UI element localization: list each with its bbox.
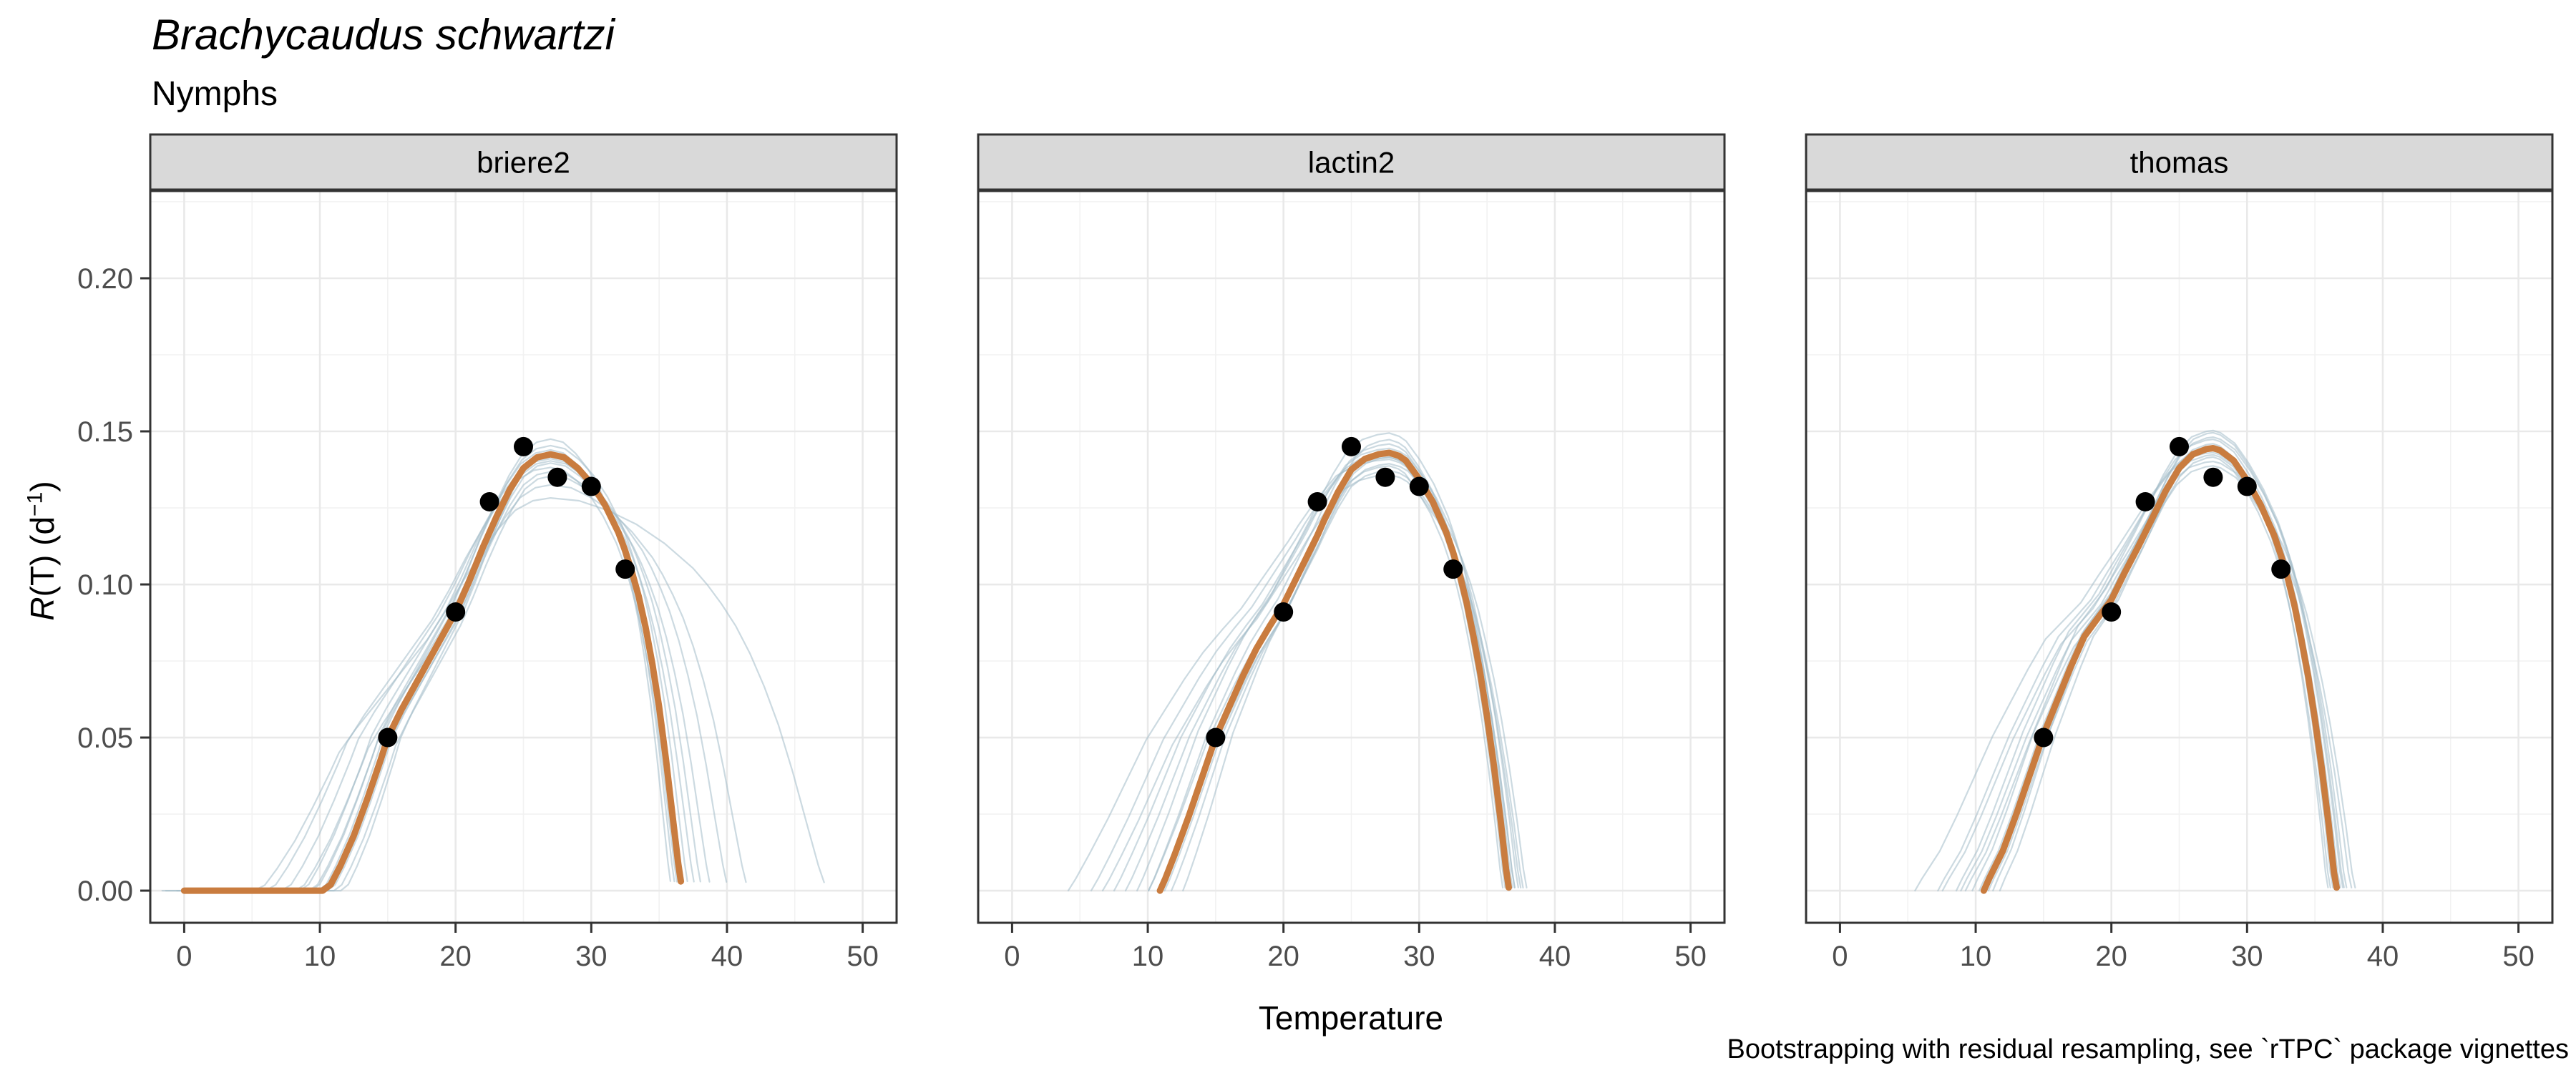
data-point [2034,727,2054,748]
facet-strip-label: thomas [2130,146,2229,180]
data-point [547,467,567,487]
y-tick-label: 0.20 [77,263,133,295]
y-tick-label: 0.10 [77,569,133,601]
y-axis-label-part: (T) (d [24,516,61,597]
bootstrap-curve [1163,463,1528,892]
data-point [1274,602,1294,622]
bootstrap-curve [1182,438,1508,892]
data-point [446,602,466,622]
y-axis-label-part: R [24,597,61,621]
y-tick-label: 0.00 [77,876,133,907]
x-tick-label: 10 [1960,941,1992,972]
x-tick-label: 30 [575,941,608,972]
y-tick-label: 0.15 [77,416,133,448]
data-point [1206,727,1226,748]
data-point [2135,491,2155,511]
x-tick-label: 20 [2095,941,2127,972]
x-tick-label: 10 [1132,941,1164,972]
bootstrap-curve [1992,431,2344,892]
x-tick-label: 50 [1674,941,1707,972]
plot-subtitle: Nymphs [152,75,278,113]
data-point [1375,467,1395,487]
x-tick-label: 50 [847,941,879,972]
bootstrap-curve [253,496,825,892]
data-point [378,727,398,748]
bootstrap-curve [1914,451,2338,892]
plot-caption: Bootstrapping with residual resampling, … [1727,1034,2569,1064]
x-tick-label: 40 [2367,941,2399,972]
data-point [2237,476,2257,496]
panel-border [977,190,1726,924]
plot-title: Brachycaudus schwartzi [152,11,615,59]
bootstrap-curve [1170,456,1516,892]
x-tick-label: 40 [711,941,743,972]
x-tick-label: 10 [304,941,336,972]
y-tick-label: 0.05 [77,722,133,754]
y-axis-label: R(T) (d−1) [23,379,63,722]
facet-strip-label: briere2 [477,146,570,180]
facet-strip [149,133,898,191]
y-axis-label-part: −1 [23,491,47,516]
x-tick-label: 0 [1004,941,1020,972]
data-point [2102,602,2122,622]
bootstrap-curve [201,475,728,892]
facet-strip [1805,133,2554,191]
x-axis-label: Temperature [1258,999,1444,1037]
x-tick-label: 20 [1267,941,1299,972]
data-point [1443,559,1463,579]
x-tick-label: 30 [1403,941,1435,972]
facet-strip [977,133,1726,191]
bootstrap-curve [1983,436,2348,892]
data-point [581,476,601,496]
y-axis-label-part: ) [24,481,61,492]
x-tick-label: 0 [176,941,192,972]
data-point [514,436,533,456]
data-point [479,491,499,511]
data-point [2170,436,2189,456]
panel-border [1805,190,2554,924]
data-point [1409,476,1429,496]
data-point [2271,559,2291,579]
fit-curve-thomas [1980,445,2340,894]
bootstrap-curve [1941,460,2356,892]
x-tick-label: 30 [2231,941,2263,972]
bootstrap-curve [1978,443,2329,892]
bootstrap-curve [190,462,695,892]
panel-border [149,190,898,924]
x-tick-label: 0 [1832,941,1848,972]
bootstrap-curve [1158,469,1522,892]
bootstrap-curve [1136,432,1513,892]
bootstrap-curve [1101,474,1524,892]
x-tick-label: 40 [1539,941,1571,972]
data-point [1342,436,1361,456]
data-point [1307,491,1327,511]
facet-strip-label: lactin2 [1308,146,1395,180]
fit-curve-briere2 [180,451,684,894]
bootstrap-curve [1971,429,2345,892]
data-point [2203,467,2223,487]
x-tick-label: 50 [2502,941,2534,972]
bootstrap-curve [294,484,747,892]
x-tick-label: 20 [439,941,472,972]
data-point [615,559,635,579]
fit-curve-lactin2 [1156,449,1512,894]
bootstrap-curve [298,449,675,892]
